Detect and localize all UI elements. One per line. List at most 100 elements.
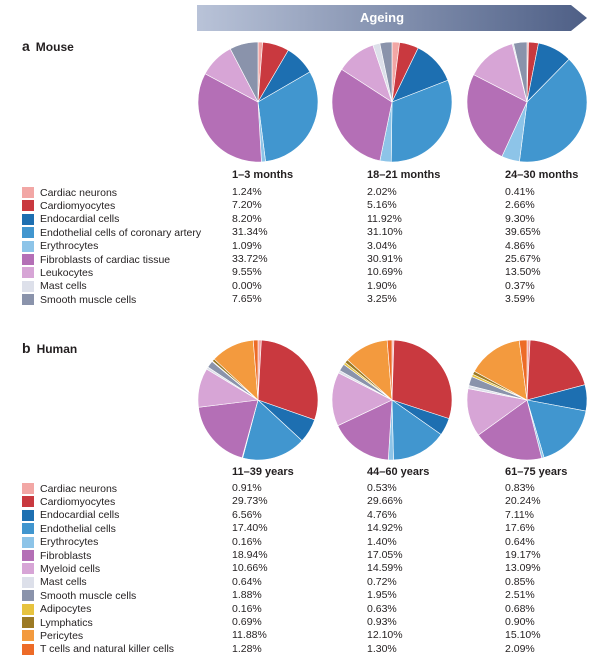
mouse-pie-3-slice-smooth-muscle-cells <box>513 41 528 103</box>
mouse-legend-swatch-smooth-muscle-cells <box>22 294 34 306</box>
mouse-legend-label-endocardial-cells: Endocardial cells <box>40 213 120 226</box>
mouse-value-leukocytes-3: 13.50% <box>505 266 541 279</box>
mouse-pie-2 <box>331 41 453 163</box>
human-legend-label-cardiomyocytes: Cardiomyocytes <box>40 495 116 508</box>
human-legend-label-erythrocytes: Erythrocytes <box>40 536 99 549</box>
panel-b-title: b Human <box>22 340 77 356</box>
mouse-value-endothelial-cells-of-coronary-artery-3: 39.65% <box>505 226 541 239</box>
human-legend-swatch-pericytes <box>22 630 34 642</box>
human-value-endothelial-cells-3: 17.6% <box>505 522 535 535</box>
human-column-header-2: 44–60 years <box>367 466 430 478</box>
human-legend-label-myeloid-cells: Myeloid cells <box>40 562 101 575</box>
human-value-myeloid-cells-2: 14.59% <box>367 562 403 575</box>
human-value-erythrocytes-2: 1.40% <box>367 535 397 548</box>
mouse-value-cardiomyocytes-3: 2.66% <box>505 199 535 212</box>
human-pie-1-slice-t-cells-and-natural-killer-cells <box>252 339 259 401</box>
mouse-pie-3 <box>466 41 588 163</box>
mouse-legend-row: Endothelial cells of coronary artery <box>22 226 201 239</box>
human-legend-swatch-cardiomyocytes <box>22 496 34 508</box>
mouse-legend-label-fibroblasts-of-cardiac-tissue: Fibroblasts of cardiac tissue <box>40 253 171 266</box>
ageing-arrow <box>197 5 587 31</box>
human-value-lymphatics-2: 0.93% <box>367 616 397 628</box>
mouse-value-erythrocytes-2: 3.04% <box>367 239 397 252</box>
human-column-header-1: 11–39 years <box>232 466 294 478</box>
human-pie-3-slice-pericytes <box>473 340 528 401</box>
human-legend-swatch-endothelial-cells <box>22 523 34 535</box>
human-legend-swatch-fibroblasts <box>22 550 34 561</box>
mouse-pie-3-slice-endothelial-cells-of-coronary-artery <box>519 58 588 163</box>
human-legend-swatch-t-cells-and-natural-killer-cells <box>22 643 34 655</box>
human-legend-swatch-adipocytes <box>22 603 34 615</box>
human-legend-row: Erythrocytes <box>22 536 98 549</box>
human-value-cardiac-neurons-1: 0.91% <box>232 482 262 494</box>
mouse-value-endothelial-cells-of-coronary-artery-2: 31.10% <box>367 226 403 239</box>
human-legend-swatch-endocardial-cells <box>22 509 34 521</box>
mouse-legend-row: Cardiac neurons <box>22 186 117 199</box>
human-pie-2-slice-endothelial-cells <box>391 399 442 461</box>
mouse-value-cardiomyocytes-2: 5.16% <box>367 199 397 212</box>
mouse-value-endocardial-cells-2: 11.92% <box>367 212 402 225</box>
mouse-value-endothelial-cells-of-coronary-artery-1: 31.34% <box>232 226 268 239</box>
human-legend-label-endothelial-cells: Endothelial cells <box>40 522 116 535</box>
human-value-adipocytes-2: 0.63% <box>367 602 397 615</box>
human-value-endocardial-cells-1: 6.56% <box>232 508 262 521</box>
human-value-lymphatics-3: 0.90% <box>505 616 535 628</box>
human-pie-2-slice-fibroblasts <box>337 399 393 461</box>
panel-a-title: a Mouse <box>22 38 74 54</box>
mouse-legend-row: Cardiomyocytes <box>22 199 115 212</box>
human-value-pericytes-1: 11.88% <box>232 629 267 642</box>
human-value-mast-cells-2: 0.72% <box>367 575 397 588</box>
human-value-mast-cells-1: 0.64% <box>232 575 262 588</box>
human-value-adipocytes-1: 0.16% <box>232 602 262 615</box>
human-pie-1 <box>197 339 319 461</box>
human-legend-swatch-erythrocytes <box>22 536 34 548</box>
mouse-legend-row: Erythrocytes <box>22 240 98 253</box>
human-value-adipocytes-3: 0.68% <box>505 602 535 615</box>
human-pie-2 <box>331 339 453 461</box>
mouse-pie-1 <box>197 41 319 163</box>
mouse-legend-swatch-endocardial-cells <box>22 213 34 225</box>
panel-b-letter: b <box>22 340 31 356</box>
human-pie-3-slice-t-cells-and-natural-killer-cells <box>518 339 528 401</box>
mouse-legend-label-cardiac-neurons: Cardiac neurons <box>40 186 118 199</box>
mouse-legend-row: Mast cells <box>22 280 87 293</box>
human-value-pericytes-3: 15.10% <box>505 629 541 642</box>
mouse-legend-label-leukocytes: Leukocytes <box>40 266 94 279</box>
mouse-value-cardiac-neurons-1: 1.24% <box>232 186 262 198</box>
mouse-value-mast-cells-3: 0.37% <box>505 279 535 292</box>
human-value-cardiac-neurons-2: 0.53% <box>367 482 397 494</box>
human-value-endocardial-cells-2: 4.76% <box>367 508 397 521</box>
mouse-value-leukocytes-2: 10.69% <box>367 266 403 279</box>
human-value-t-cells-and-natural-killer-cells-3: 2.09% <box>505 642 535 655</box>
panel-b-species: Human <box>36 342 78 356</box>
mouse-value-smooth-muscle-cells-3: 3.59% <box>505 293 535 306</box>
human-legend-row: Lymphatics <box>22 616 93 629</box>
human-value-cardiac-neurons-3: 0.83% <box>505 482 535 494</box>
human-legend-swatch-myeloid-cells <box>22 563 34 575</box>
mouse-value-smooth-muscle-cells-2: 3.25% <box>367 293 397 306</box>
human-legend-row: Cardiac neurons <box>22 482 117 495</box>
mouse-column-header-1: 1–3 months <box>232 169 294 181</box>
human-value-fibroblasts-2: 17.05% <box>367 549 403 561</box>
human-value-fibroblasts-3: 19.17% <box>505 549 541 561</box>
human-value-cardiomyocytes-2: 29.66% <box>367 495 403 508</box>
mouse-legend-row: Leukocytes <box>22 266 93 279</box>
human-legend-label-lymphatics: Lymphatics <box>40 616 93 629</box>
human-pie-2-slice-t-cells-and-natural-killer-cells <box>386 339 393 401</box>
mouse-value-smooth-muscle-cells-1: 7.65% <box>232 293 262 306</box>
human-legend-label-mast-cells: Mast cells <box>40 576 87 589</box>
mouse-value-fibroblasts-of-cardiac-tissue-3: 25.67% <box>505 253 541 265</box>
human-legend-row: Mast cells <box>22 576 87 589</box>
human-value-t-cells-and-natural-killer-cells-1: 1.28% <box>232 642 262 655</box>
human-value-myeloid-cells-1: 10.66% <box>232 562 268 575</box>
mouse-value-fibroblasts-of-cardiac-tissue-2: 30.91% <box>367 253 403 265</box>
mouse-column-header-3: 24–30 months <box>505 169 579 181</box>
human-value-lymphatics-1: 0.69% <box>232 616 262 628</box>
human-legend-label-cardiac-neurons: Cardiac neurons <box>40 482 118 495</box>
ageing-label: Ageing <box>359 10 405 25</box>
mouse-legend-label-smooth-muscle-cells: Smooth muscle cells <box>40 293 137 306</box>
mouse-pie-2-slice-endothelial-cells-of-coronary-artery <box>390 79 453 163</box>
human-pie-3-slice-fibroblasts <box>477 399 543 461</box>
human-legend-label-t-cells-and-natural-killer-cells: T cells and natural killer cells <box>40 643 175 656</box>
mouse-legend-row: Smooth muscle cells <box>22 293 136 306</box>
